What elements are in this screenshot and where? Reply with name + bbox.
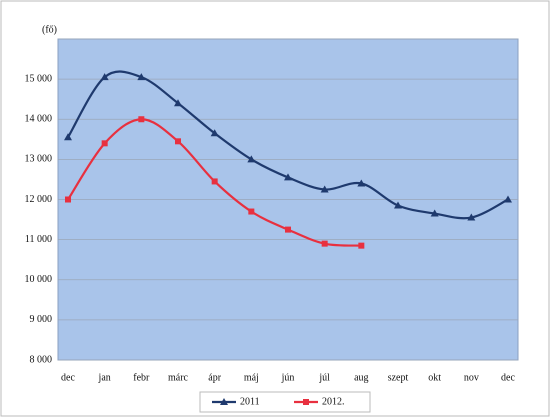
y-tick-label: 9 000 bbox=[30, 314, 53, 325]
marker bbox=[358, 242, 365, 249]
x-tick-label: márc bbox=[168, 372, 189, 383]
marker bbox=[101, 140, 108, 147]
marker bbox=[284, 173, 292, 181]
marker bbox=[504, 195, 512, 203]
legend-label: 2011 bbox=[240, 396, 260, 407]
marker bbox=[211, 178, 218, 185]
marker bbox=[357, 179, 366, 187]
marker bbox=[174, 99, 182, 107]
y-tick-label: 11 000 bbox=[25, 234, 52, 245]
marker bbox=[394, 201, 402, 209]
marker bbox=[430, 209, 439, 217]
x-tick-label: okt bbox=[428, 372, 441, 383]
x-tick-label: dec bbox=[501, 372, 515, 383]
x-tick-label: febr bbox=[133, 372, 150, 383]
marker bbox=[467, 213, 476, 221]
y-tick-label: 13 000 bbox=[25, 154, 53, 165]
x-tick-label: szept bbox=[388, 372, 409, 383]
x-tick-label: júl bbox=[318, 372, 330, 383]
y-tick-label: 10 000 bbox=[25, 274, 53, 285]
legend-label: 2012. bbox=[322, 396, 345, 407]
x-tick-label: aug bbox=[354, 372, 368, 383]
x-tick-label: ápr bbox=[208, 372, 221, 383]
marker bbox=[320, 185, 329, 193]
marker bbox=[100, 73, 109, 81]
y-tick-label: 14 000 bbox=[25, 114, 53, 125]
x-tick-label: jan bbox=[98, 372, 111, 383]
marker bbox=[210, 129, 219, 137]
y-tick-label: 8 000 bbox=[30, 354, 53, 365]
marker bbox=[65, 196, 71, 203]
x-tick-label: nov bbox=[464, 372, 479, 383]
x-tick-label: jún bbox=[281, 372, 295, 383]
y-tick-label: 12 000 bbox=[25, 194, 53, 205]
marker bbox=[248, 208, 255, 215]
marker bbox=[220, 398, 228, 405]
marker bbox=[138, 116, 145, 123]
marker bbox=[285, 226, 291, 233]
marker bbox=[247, 155, 256, 163]
y-tick-label: 15 000 bbox=[25, 73, 53, 84]
x-tick-label: dec bbox=[61, 372, 75, 383]
y-unit-label: (fő) bbox=[42, 24, 57, 35]
marker bbox=[175, 138, 181, 145]
marker bbox=[64, 133, 72, 141]
marker bbox=[137, 73, 146, 81]
marker bbox=[303, 399, 309, 405]
legend-box bbox=[199, 391, 371, 413]
marker bbox=[321, 240, 328, 247]
x-tick-label: máj bbox=[244, 372, 259, 383]
